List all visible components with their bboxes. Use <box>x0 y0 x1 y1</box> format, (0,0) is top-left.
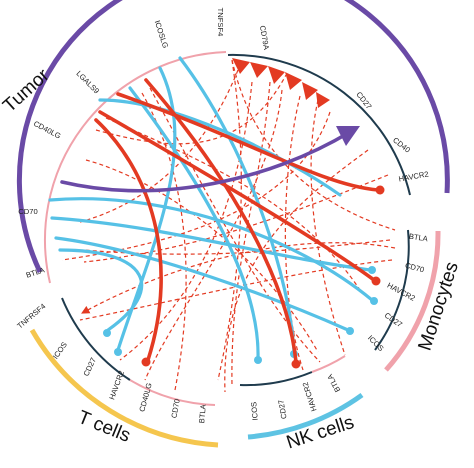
red-arrowhead <box>232 58 250 74</box>
tumor-group-arc <box>16 0 450 274</box>
dashed-link <box>144 89 283 381</box>
gene-label-cd27-tumor: CD27 <box>354 90 373 111</box>
nk-cells-dark-segment <box>239 371 313 387</box>
blue-link <box>178 56 296 354</box>
t-cells-group-arc <box>29 328 219 448</box>
dashed-link <box>231 81 271 387</box>
nk-cells-group-arc <box>247 392 364 440</box>
blue-link-end <box>368 266 376 274</box>
blue-link <box>54 236 350 332</box>
gene-label-btla-t: BTLA <box>197 403 208 424</box>
group-label-tumor: Tumor <box>0 65 54 117</box>
dashed-link <box>105 117 361 291</box>
gene-label-tnfrsf4: TNFRSF4 <box>15 302 47 331</box>
dashed-link-arrow <box>81 242 396 314</box>
t-cells-pink-segment <box>129 379 216 406</box>
monocytes-segment <box>374 229 410 351</box>
red-arrowhead <box>250 62 268 78</box>
nk-cells-pink-segment <box>311 355 346 373</box>
blue-link-end <box>103 329 111 337</box>
gene-label-cd70-t: CD70 <box>169 398 181 419</box>
gene-label-lgals9: LGALS9 <box>74 69 101 96</box>
gene-label-icos-nk: ICOS <box>249 402 260 421</box>
dashed-link <box>149 87 321 363</box>
gene-label-cd79a: CD79A <box>258 25 271 52</box>
dashed-link <box>85 159 319 353</box>
t-cells-dark-segment <box>61 297 131 381</box>
red-link <box>98 110 376 282</box>
gene-label-havcr2-nk: HAVCR2 <box>301 381 319 413</box>
blue-link-end <box>114 348 122 356</box>
dashed-link <box>284 95 304 371</box>
gene-label-cd27-t: CD27 <box>82 356 98 377</box>
gene-label-icos-t: ICOS <box>51 340 69 360</box>
gene-label-cd27-nk: CD27 <box>276 399 288 420</box>
blue-link-end <box>346 327 354 335</box>
purple-link <box>60 130 352 193</box>
dashed-link <box>79 259 393 321</box>
red-arrowhead <box>268 66 285 84</box>
blue-link <box>48 197 374 302</box>
red-link-end <box>291 359 301 369</box>
red-link <box>94 118 163 362</box>
gene-label-icoslg: ICOSLG <box>153 19 170 49</box>
dashed-link <box>61 111 331 261</box>
red-arrowhead <box>285 72 302 90</box>
gene-label-havcr2-t: HAVCR2 <box>107 369 126 401</box>
gene-label-btla-mono: BTLA <box>408 232 429 244</box>
dashed-link <box>83 174 389 263</box>
gene-label-cd27-mono: CD27 <box>383 311 404 330</box>
blue-link <box>98 98 342 197</box>
blue-link <box>58 248 144 332</box>
red-link-end <box>371 276 381 286</box>
gene-label-btla-tumor: BTLA <box>25 265 47 280</box>
dashed-link <box>231 59 396 231</box>
gene-label-cd40lg-tumor: CD40LG <box>32 119 62 141</box>
blue-link <box>128 86 260 360</box>
purple-arrowhead <box>336 126 360 146</box>
red-arrowhead <box>316 92 330 108</box>
dashed-link <box>217 59 242 381</box>
blue-link <box>50 216 372 272</box>
gene-label-btla-nk: BTLA <box>325 372 342 394</box>
gene-label-cd70-tumor: CD70 <box>18 207 37 216</box>
tumor-source-segment <box>43 51 227 284</box>
blue-link-end <box>254 356 262 364</box>
group-label-t-cells: T cells <box>75 407 133 447</box>
dashed-link <box>119 81 253 361</box>
dashed-link <box>310 99 346 356</box>
monocytes-group-arc <box>384 230 441 372</box>
gene-label-tnfsf4: TNFSF4 <box>216 8 225 37</box>
red-link <box>116 92 380 192</box>
red-link-end <box>141 357 151 367</box>
red-link-end <box>375 185 385 195</box>
tumor-target-segment <box>227 53 411 196</box>
red-arrowhead <box>302 82 318 100</box>
red-link <box>144 78 298 364</box>
dashed-link <box>95 74 287 145</box>
blue-link-end <box>370 297 378 305</box>
dashed-link <box>79 69 239 223</box>
